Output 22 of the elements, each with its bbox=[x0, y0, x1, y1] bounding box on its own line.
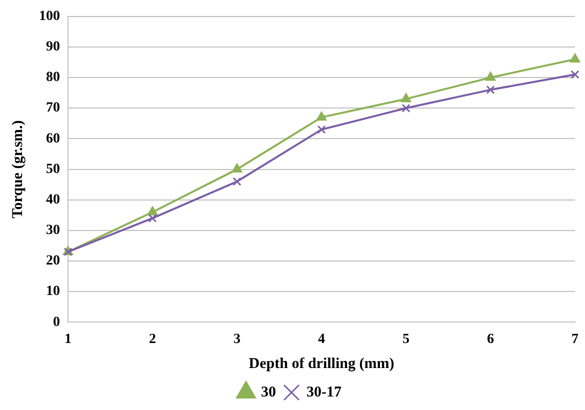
y-axis-title: Torque (gr.sm.) bbox=[10, 120, 26, 218]
y-tick-label: 70 bbox=[46, 100, 60, 116]
y-tick-label: 50 bbox=[46, 162, 60, 177]
x-tick-label: 2 bbox=[149, 332, 156, 348]
y-tick-label: 0 bbox=[53, 314, 60, 330]
y-tick-label: 90 bbox=[46, 40, 60, 55]
y-tick-label: 80 bbox=[46, 70, 60, 86]
x-axis-title: Depth of drilling (mm) bbox=[248, 356, 394, 372]
x-tick-label: 6 bbox=[487, 332, 494, 348]
x-tick-label: 5 bbox=[402, 332, 410, 348]
y-tick-label: 60 bbox=[46, 131, 60, 146]
x-tick-label: 3 bbox=[234, 332, 240, 348]
legend-label: 30 bbox=[261, 384, 276, 400]
x-tick-label: 4 bbox=[318, 332, 325, 348]
y-tick-label: 10 bbox=[46, 284, 60, 300]
y-tick-label: 30 bbox=[46, 223, 60, 238]
y-tick-label: 100 bbox=[39, 9, 60, 24]
y-tick-label: 40 bbox=[46, 192, 60, 208]
x-tick-label: 7 bbox=[572, 332, 578, 348]
y-tick-label: 20 bbox=[46, 254, 60, 269]
x-tick-label: 1 bbox=[64, 332, 72, 348]
legend-label: 30-17 bbox=[306, 384, 342, 400]
